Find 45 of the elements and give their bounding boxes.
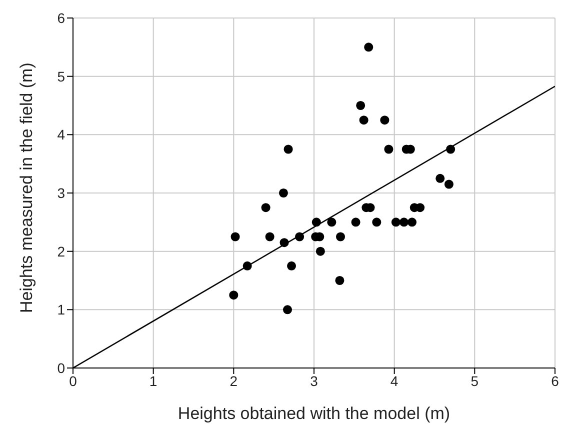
point [399, 218, 408, 227]
point [391, 218, 400, 227]
point [335, 276, 344, 286]
point [242, 261, 252, 270]
point [280, 238, 289, 248]
y-tick-label: 6 [57, 10, 66, 26]
point [351, 218, 360, 227]
point [286, 261, 296, 270]
point [364, 42, 374, 52]
point [359, 116, 368, 125]
y-axis-title: Heights measured in the field (m) [17, 62, 36, 313]
y-tick-label: 2 [57, 243, 66, 260]
point [446, 144, 456, 154]
point [380, 116, 390, 125]
point [229, 290, 238, 300]
x-tick-label: 2 [230, 372, 238, 389]
y-tick-label: 4 [57, 126, 66, 143]
point [284, 144, 293, 154]
x-tick-label: 0 [69, 372, 78, 389]
point [407, 218, 417, 227]
point [444, 180, 454, 189]
x-axis-title: Heights obtained with the model (m) [178, 404, 450, 423]
y-tick-label: 5 [57, 68, 66, 84]
y-tick-label: 0 [57, 360, 66, 376]
point [261, 203, 270, 212]
point [278, 188, 288, 198]
x-tick-label: 4 [390, 372, 398, 389]
point [316, 246, 325, 256]
point [436, 174, 445, 183]
y-tick-label: 1 [57, 302, 66, 318]
point [282, 305, 292, 314]
point [384, 144, 394, 154]
point [336, 232, 346, 242]
x-tick-label: 1 [149, 372, 158, 389]
point [372, 218, 382, 227]
x-tick-label: 3 [310, 372, 318, 389]
point [356, 100, 366, 110]
x-tick-label: 6 [551, 372, 560, 389]
point [230, 232, 240, 242]
point [312, 218, 321, 227]
point [327, 218, 336, 227]
x-tick-label: 5 [470, 372, 479, 389]
y-tick-label: 3 [57, 184, 66, 201]
point [265, 232, 274, 242]
point [295, 232, 304, 242]
